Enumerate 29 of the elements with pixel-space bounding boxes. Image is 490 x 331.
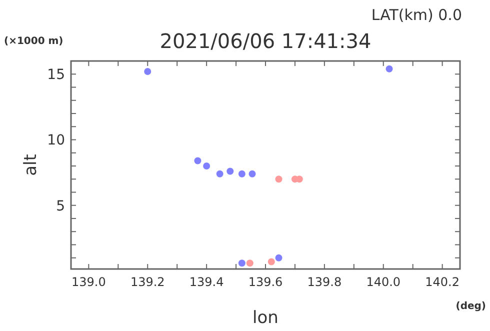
x-tick-label: 139.8	[307, 275, 342, 289]
x-tick-label: 140.2	[425, 275, 460, 289]
point	[246, 260, 254, 267]
y-axis-title: alt	[21, 154, 41, 176]
x-tick-label: 140.0	[366, 275, 401, 289]
point	[226, 168, 234, 175]
y-tick-label: 15	[47, 67, 65, 84]
point	[203, 162, 210, 170]
chart-subtitle: LAT(km) 0.0	[371, 6, 462, 24]
chart-title: 2021/06/06 17:41:34	[160, 29, 372, 53]
y-tick-label: 10	[47, 132, 65, 149]
point	[238, 170, 246, 178]
text: (×1000 m)	[4, 36, 64, 47]
x-axis-title: lon	[252, 308, 278, 328]
x-tick-label: 139.2	[130, 275, 165, 289]
point	[248, 170, 256, 178]
x-tick-label: 139.0	[72, 275, 106, 289]
point	[216, 170, 224, 178]
x-tick-label: 139.4	[189, 275, 224, 289]
point	[275, 254, 282, 262]
text: (deg)	[456, 301, 486, 312]
point	[268, 258, 275, 266]
x-tick-label: 139.6	[248, 275, 283, 289]
point	[386, 65, 393, 72]
point	[238, 260, 246, 267]
point	[194, 157, 202, 164]
point	[275, 176, 282, 183]
point	[144, 68, 152, 75]
y-tick-label: 5	[56, 198, 65, 214]
